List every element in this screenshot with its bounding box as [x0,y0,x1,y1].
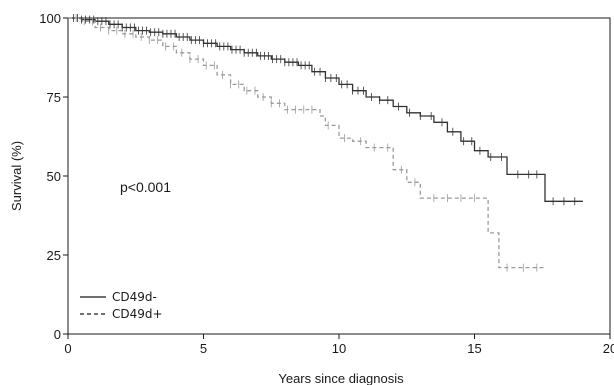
x-axis-title: Years since diagnosis [278,371,404,385]
axis-ticks: 0 5 10 15 20 0 25 50 75 100 [39,11,614,356]
x-tick-label: 0 [64,341,71,356]
legend-label-cd49d-neg: CD49d- [112,290,157,304]
x-tick-label: 15 [467,341,481,356]
y-tick-label: 0 [54,327,61,342]
series-line-cd49d-pos [68,17,545,269]
y-axis-title: Survival (%) [9,141,24,211]
p-value-annotation: p<0.001 [120,179,171,195]
x-tick-label: 20 [603,341,614,356]
censor-marks [73,14,576,272]
x-tick-label: 5 [200,341,207,356]
legend: CD49d- CD49d+ [80,290,163,321]
x-tick-label: 10 [332,341,346,356]
y-tick-label: 100 [39,11,61,26]
y-tick-label: 25 [47,248,61,263]
y-tick-label: 75 [47,90,61,105]
series-line-cd49d-neg [68,17,583,202]
legend-label-cd49d-pos: CD49d+ [112,307,163,321]
series-layer [68,17,583,269]
y-tick-label: 50 [47,169,61,184]
